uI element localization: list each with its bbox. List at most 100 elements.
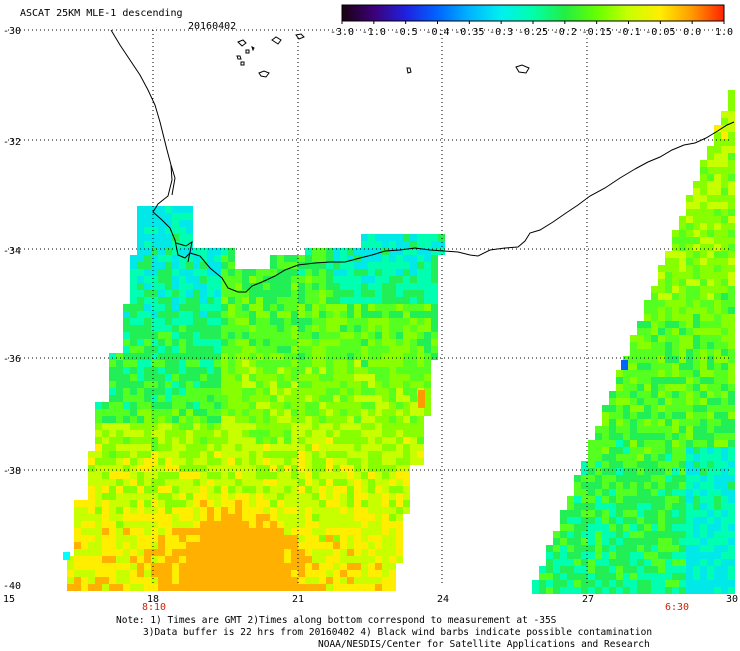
swath-cell xyxy=(291,339,298,346)
swath-cell xyxy=(728,97,735,104)
swath-cell xyxy=(403,353,410,360)
swath-cell xyxy=(144,472,151,479)
swath-cell xyxy=(714,146,721,153)
swath-cell xyxy=(546,573,553,580)
swath-cell xyxy=(165,213,172,220)
swath-cell xyxy=(410,402,417,409)
swath-cell xyxy=(368,318,375,325)
swath-cell xyxy=(102,479,109,486)
swath-cell xyxy=(616,426,623,433)
swath-cell xyxy=(714,468,721,475)
swath-cell xyxy=(242,584,249,591)
swath-cell xyxy=(284,297,291,304)
swath-cell xyxy=(672,426,679,433)
swath-cell xyxy=(144,318,151,325)
swath-cell xyxy=(560,587,567,594)
swath-cell xyxy=(637,447,644,454)
swath-cell xyxy=(672,363,679,370)
swath-cell xyxy=(700,209,707,216)
swath-cell xyxy=(298,521,305,528)
swath-cell xyxy=(144,276,151,283)
swath-cell xyxy=(637,566,644,573)
swath-cell xyxy=(375,339,382,346)
swath-cell xyxy=(714,517,721,524)
swath-cell xyxy=(630,496,637,503)
swath-cell xyxy=(249,514,256,521)
swath-cell xyxy=(172,290,179,297)
swath-cell xyxy=(567,503,574,510)
x-tick-label: 24 xyxy=(437,594,449,605)
swath-cell xyxy=(424,409,431,416)
swath-cell xyxy=(172,304,179,311)
swath-cell xyxy=(721,279,728,286)
swath-cell xyxy=(312,269,319,276)
swath-cell xyxy=(277,367,284,374)
swath-cell xyxy=(644,496,651,503)
swath-cell xyxy=(368,346,375,353)
swath-cell xyxy=(721,573,728,580)
swath-cell xyxy=(130,388,137,395)
swath-cell xyxy=(256,500,263,507)
swath-cell xyxy=(235,437,242,444)
swath-cell xyxy=(151,402,158,409)
swath-cell xyxy=(700,258,707,265)
swath-cell xyxy=(144,556,151,563)
swath-cell xyxy=(277,416,284,423)
swath-cell xyxy=(179,206,186,213)
swath-cell xyxy=(567,580,574,587)
swath-cell xyxy=(340,430,347,437)
swath-cell xyxy=(651,328,658,335)
swath-cell xyxy=(263,444,270,451)
swath-cell xyxy=(151,493,158,500)
swath-cell xyxy=(200,283,207,290)
swath-cell xyxy=(179,353,186,360)
swath-cell xyxy=(193,584,200,591)
swath-cell xyxy=(616,538,623,545)
swath-cell xyxy=(707,496,714,503)
swath-cell xyxy=(291,374,298,381)
swath-cell xyxy=(123,444,130,451)
swath-cell xyxy=(602,489,609,496)
swath-cell xyxy=(340,269,347,276)
swath-cell xyxy=(396,479,403,486)
swath-cell xyxy=(158,577,165,584)
swath-cell xyxy=(361,423,368,430)
swath-cell xyxy=(396,332,403,339)
swath-cell xyxy=(109,584,116,591)
swath-cell xyxy=(319,388,326,395)
swath-cell xyxy=(242,521,249,528)
swath-cell xyxy=(207,458,214,465)
swath-cell xyxy=(144,486,151,493)
swath-cell xyxy=(270,556,277,563)
swath-cell xyxy=(651,496,658,503)
swath-cell xyxy=(165,283,172,290)
swath-cell xyxy=(707,524,714,531)
swath-cell xyxy=(116,507,123,514)
swath-cell xyxy=(144,402,151,409)
swath-cell xyxy=(312,262,319,269)
swath-cell xyxy=(354,311,361,318)
swath-cell xyxy=(151,213,158,220)
swath-cell xyxy=(256,381,263,388)
swath-cell xyxy=(714,286,721,293)
swath-cell xyxy=(728,251,735,258)
swath-cell xyxy=(686,517,693,524)
swath-cell xyxy=(354,514,361,521)
swath-cell xyxy=(228,290,235,297)
swath-cell xyxy=(256,353,263,360)
swath-cell xyxy=(186,563,193,570)
swath-cell xyxy=(546,552,553,559)
swath-cell xyxy=(382,395,389,402)
swath-cell xyxy=(714,314,721,321)
swath-cell xyxy=(609,426,616,433)
swath-cell xyxy=(424,339,431,346)
swath-cell xyxy=(368,472,375,479)
swath-cell xyxy=(651,321,658,328)
swath-cell xyxy=(207,318,214,325)
swath-cell xyxy=(277,542,284,549)
swath-cell xyxy=(172,339,179,346)
swath-cell xyxy=(312,563,319,570)
swath-cell xyxy=(130,290,137,297)
swath-cell xyxy=(151,269,158,276)
swath-cell xyxy=(665,587,672,594)
